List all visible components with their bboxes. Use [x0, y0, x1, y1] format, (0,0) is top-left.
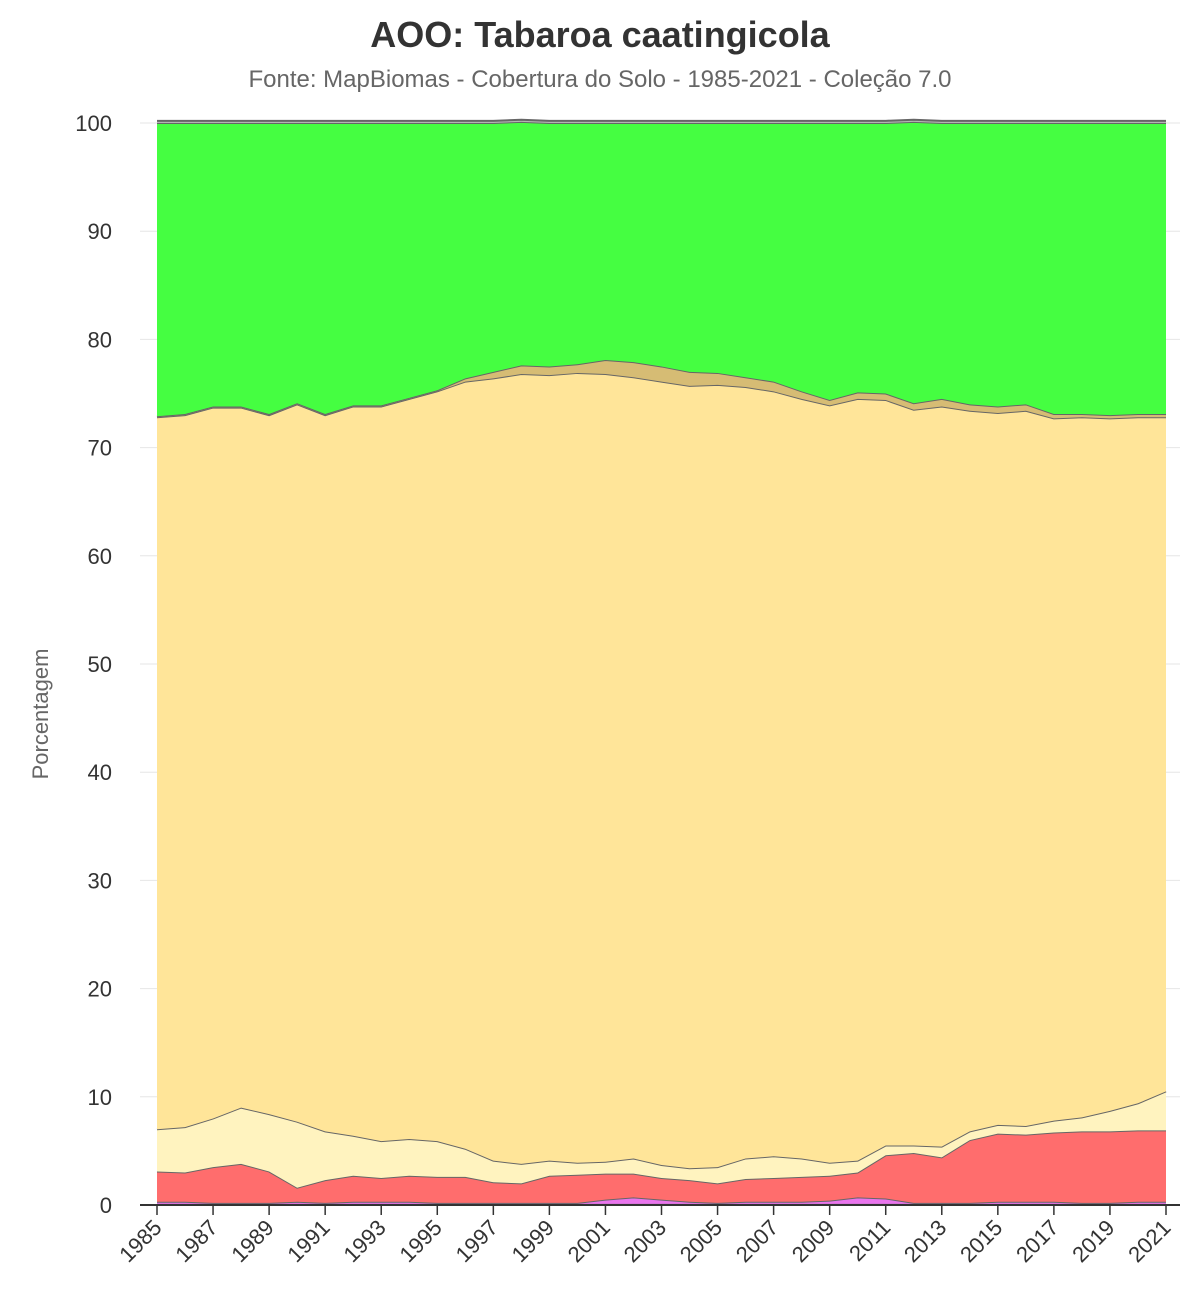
- y-axis-label: Porcentagem: [28, 649, 53, 780]
- x-tick-label: 1985: [114, 1215, 166, 1267]
- x-tick-label: 1993: [338, 1215, 390, 1267]
- x-tick-label: 2011: [844, 1215, 895, 1266]
- x-tick-label: 2009: [787, 1215, 839, 1267]
- x-tick-label: 2017: [1011, 1215, 1063, 1267]
- x-tick-label: 2001: [563, 1215, 615, 1267]
- chart-subtitle: Fonte: MapBiomas - Cobertura do Solo - 1…: [248, 66, 952, 93]
- x-tick-label: 1989: [226, 1215, 278, 1267]
- y-tick-label: 30: [88, 868, 112, 893]
- x-tick-label: 2015: [955, 1215, 1007, 1267]
- y-tick-label: 60: [88, 544, 112, 569]
- y-tick-label: 10: [88, 1085, 112, 1110]
- y-tick-label: 20: [88, 977, 112, 1002]
- x-tick-label: 1991: [282, 1215, 334, 1267]
- y-tick-label: 0: [100, 1193, 112, 1218]
- y-tick-label: 80: [88, 327, 112, 352]
- x-tick-label: 1999: [507, 1215, 559, 1267]
- y-axis-ticks: 0 10 20 30 40 50 60 70 80 90 100: [75, 111, 112, 1218]
- x-tick-label: 2013: [899, 1215, 951, 1267]
- y-tick-label: 70: [88, 436, 112, 461]
- x-tick-label: 2021: [1123, 1215, 1175, 1267]
- series-line-7: [157, 118, 1166, 122]
- y-tick-label: 40: [88, 760, 112, 785]
- x-tick-label: 2003: [619, 1215, 671, 1267]
- area-series[interactable]: [156, 118, 1167, 1205]
- x-tick-label: 1997: [451, 1215, 503, 1267]
- x-tick-label: 1987: [170, 1215, 222, 1267]
- series-area-2[interactable]: [157, 1130, 1166, 1203]
- x-axis-ticks: 1985 1987 1989 1991 1993 1995 1997 1999 2001 2003…: [114, 1205, 1176, 1267]
- x-tick-label: 2005: [675, 1215, 727, 1267]
- series-area-6[interactable]: [157, 121, 1166, 417]
- y-tick-label: 50: [88, 652, 112, 677]
- x-tick-label: 2019: [1067, 1215, 1119, 1267]
- series-area-4[interactable]: [157, 372, 1166, 1169]
- x-tick-label: 2007: [731, 1215, 783, 1267]
- y-tick-label: 90: [88, 219, 112, 244]
- x-tick-label: 1995: [395, 1215, 447, 1267]
- series-area-3[interactable]: [157, 1091, 1166, 1188]
- chart-title: AOO: Tabaroa caatingicola: [370, 14, 830, 55]
- y-tick-label: 100: [75, 111, 112, 136]
